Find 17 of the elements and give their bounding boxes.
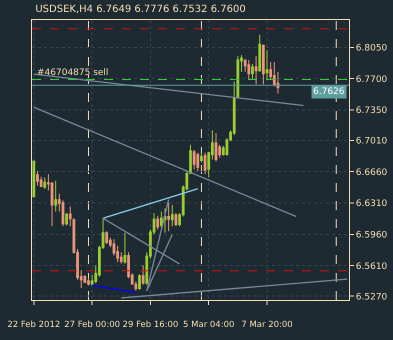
ref-line-label: #46704875 sell (37, 68, 108, 78)
x-tick-label: 27 Feb 00:00 (64, 320, 120, 330)
chart-title: USDSEK,H4 6.7649 6.7776 6.7532 6.7600 (35, 4, 246, 16)
ref-line-label: 6.7626 (313, 87, 345, 97)
x-tick-label: 7 Mar 20:00 (241, 320, 293, 330)
y-tick-label: 6.5270 (356, 292, 388, 302)
y-tick-label: 6.6660 (356, 168, 388, 178)
y-tick-label: 6.7010 (356, 136, 388, 147)
y-tick-label: 6.5960 (356, 230, 388, 241)
y-tick-label: 6.7700 (356, 74, 388, 85)
x-tick-label: 29 Feb 16:00 (122, 320, 178, 330)
y-tick-label: 6.5610 (356, 262, 388, 272)
y-tick-label: 6.7350 (356, 106, 388, 116)
x-tick-label: 22 Feb 2012 (7, 320, 60, 330)
x-tick-label: 5 Mar 04:00 (183, 320, 234, 330)
y-tick-label: 6.6310 (356, 199, 388, 210)
y-tick-label: 6.8050 (356, 43, 388, 54)
